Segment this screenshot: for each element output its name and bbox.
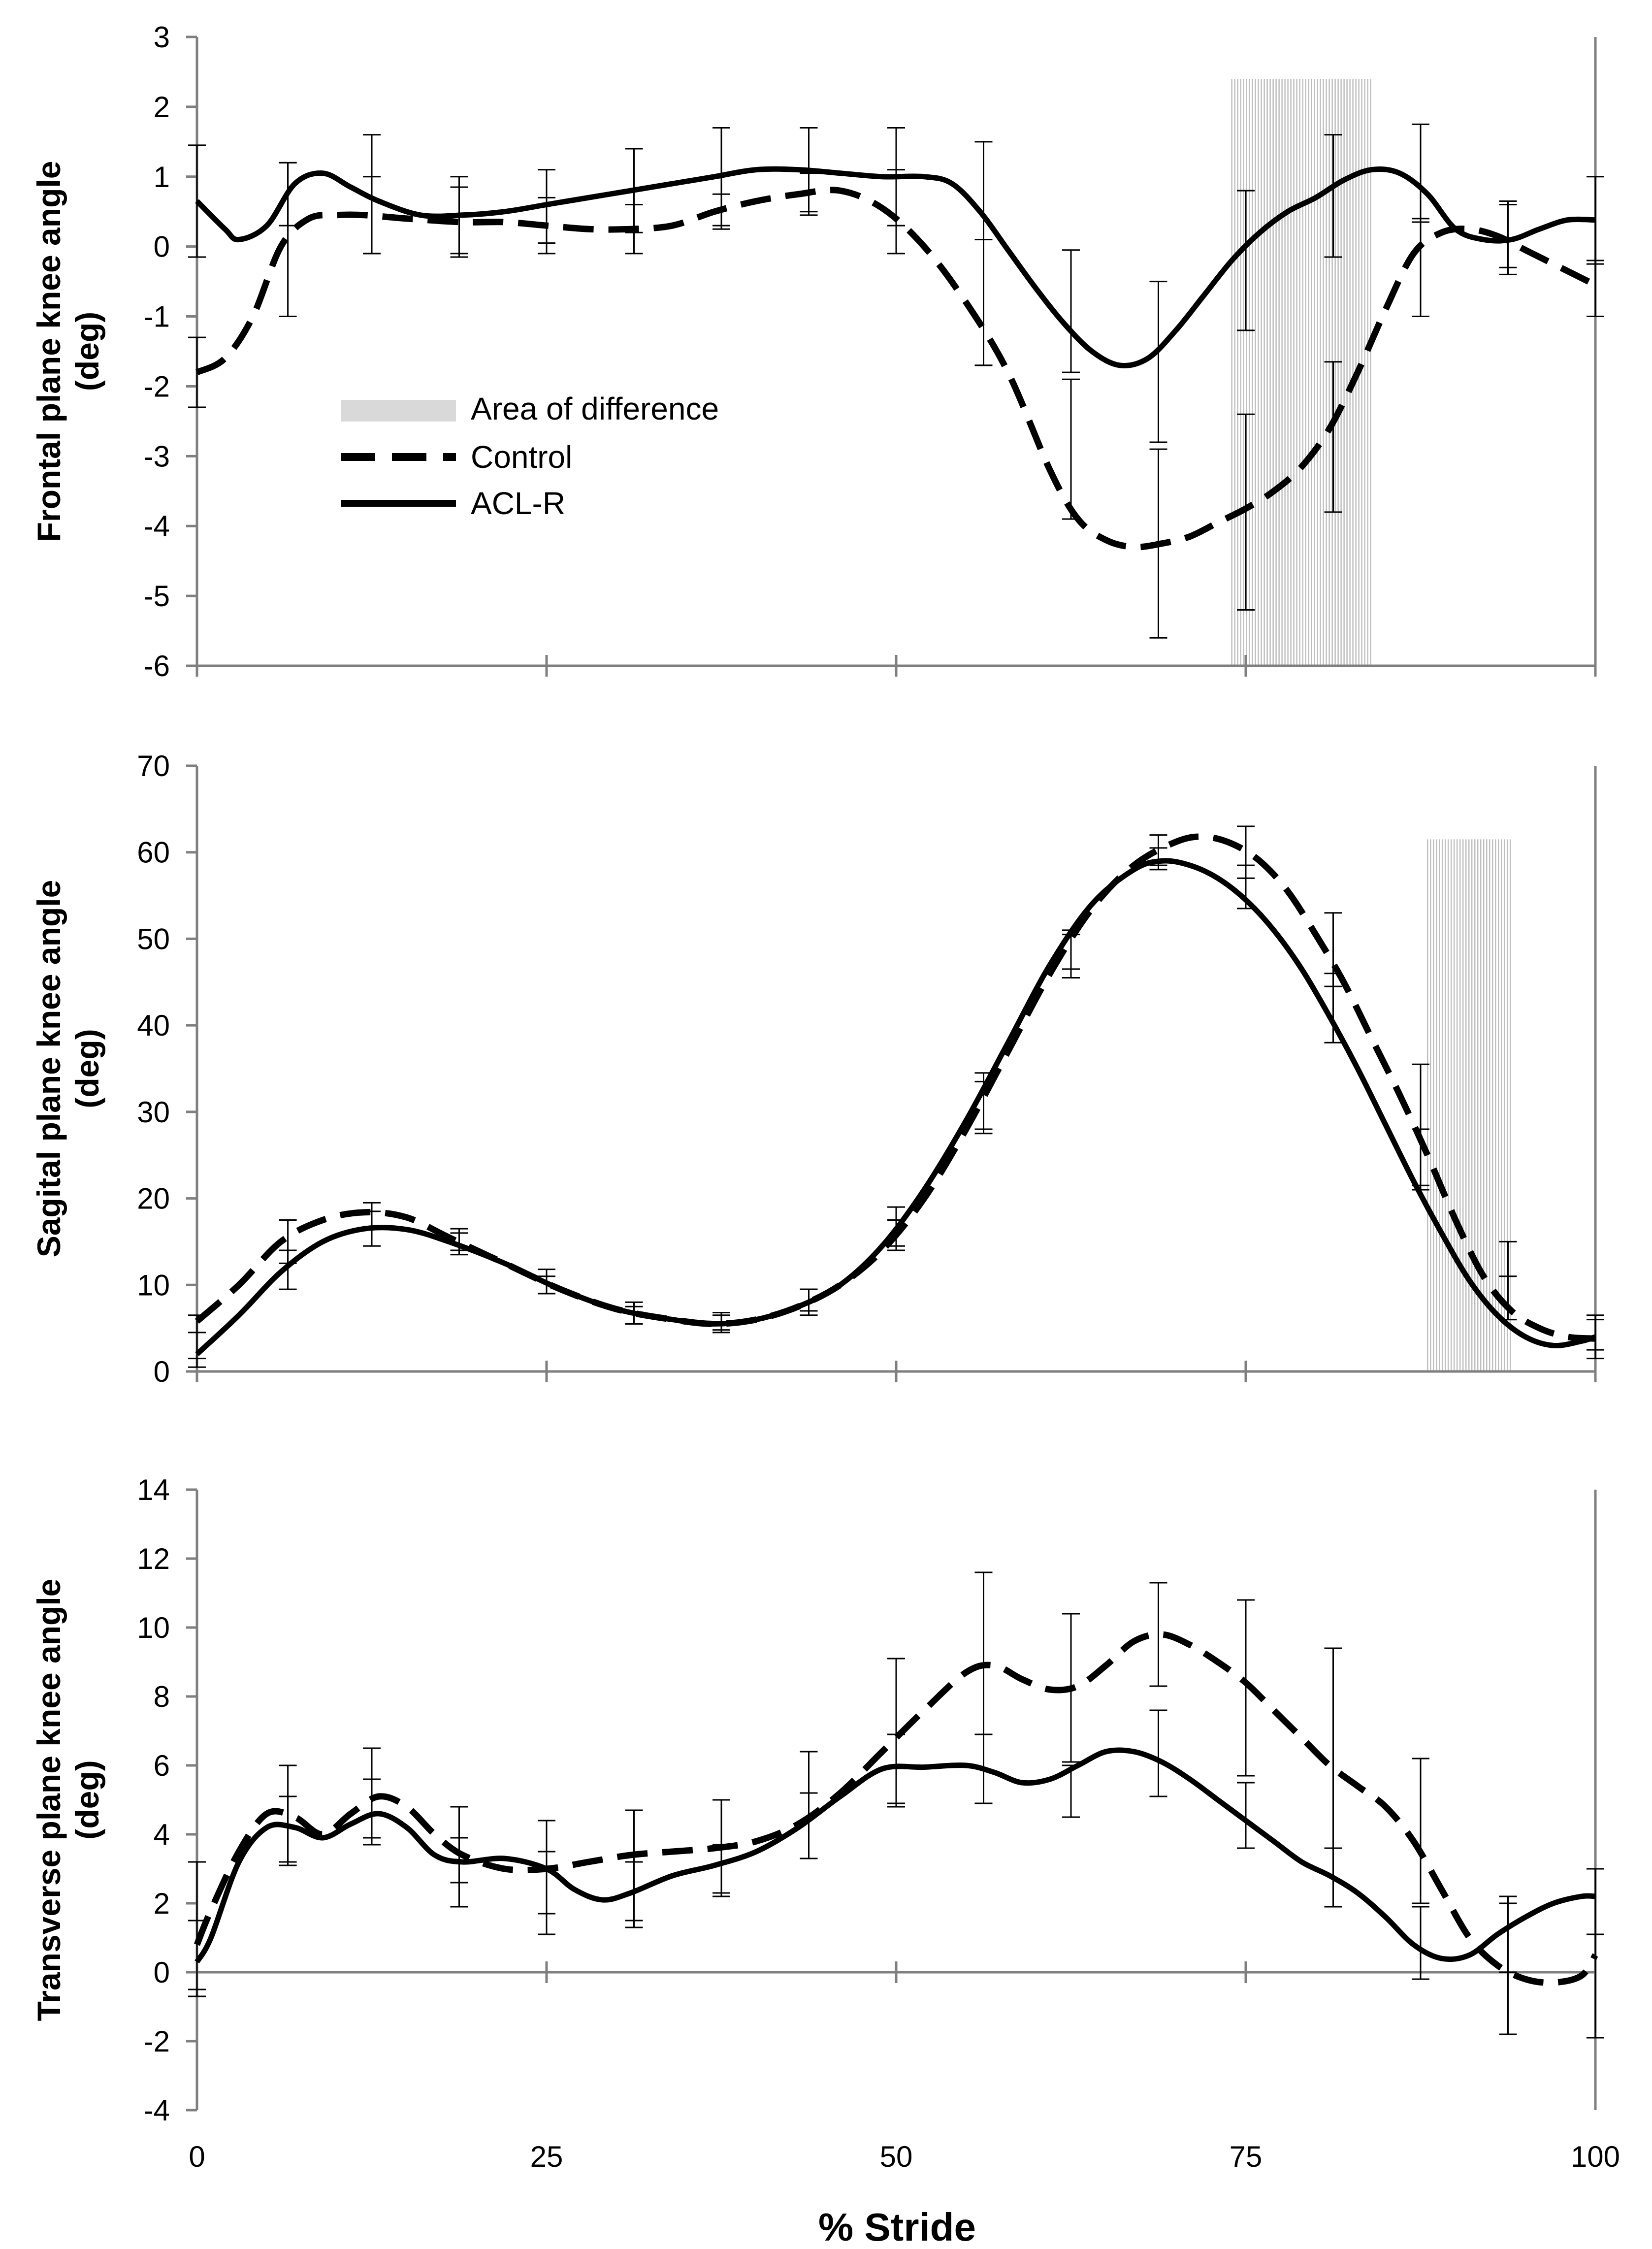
y-tick-label: -6 bbox=[144, 650, 170, 683]
y-tick-label: 10 bbox=[137, 1269, 170, 1302]
y-tick-label: -3 bbox=[144, 440, 170, 473]
y-axis-title-line: Transverse plane knee angle bbox=[31, 1579, 67, 2021]
legend-label-control: Control bbox=[471, 439, 572, 475]
y-tick-label: 20 bbox=[137, 1182, 170, 1215]
y-tick-label: -2 bbox=[144, 2025, 170, 2058]
series-line-aclr bbox=[194, 1747, 1596, 1963]
y-tick-label: 60 bbox=[137, 836, 170, 869]
y-tick-label: 50 bbox=[137, 922, 170, 955]
shaded-region-area-of-difference bbox=[1231, 79, 1371, 666]
x-tick-label: 25 bbox=[530, 2140, 563, 2173]
y-tick-label: 3 bbox=[154, 21, 170, 54]
y-axis-title-line: (deg) bbox=[69, 1760, 105, 1839]
x-axis-title: % Stride bbox=[818, 2205, 976, 2249]
y-tick-label: 14 bbox=[137, 1473, 170, 1506]
y-tick-label: 2 bbox=[154, 91, 170, 124]
series-line-control bbox=[195, 187, 1597, 551]
series-line-control bbox=[194, 1631, 1598, 1986]
y-tick-label: 10 bbox=[137, 1611, 170, 1644]
y-tick-label: 4 bbox=[154, 1818, 170, 1851]
legend-label-aclr: ACL-R bbox=[471, 486, 565, 521]
y-tick-label: -4 bbox=[144, 510, 170, 543]
y-axis-title-line: Sagital plane knee angle bbox=[31, 880, 67, 1258]
y-tick-label: -5 bbox=[144, 580, 170, 613]
error-bars-aclr bbox=[188, 847, 1604, 1368]
y-tick-label: 8 bbox=[154, 1680, 170, 1713]
y-tick-label: 0 bbox=[154, 230, 170, 263]
y-axis-title-line: Frontal plane knee angle bbox=[31, 161, 67, 542]
y-axis-title: Sagital plane knee angle(deg) bbox=[31, 880, 105, 1258]
y-tick-label: 6 bbox=[154, 1749, 170, 1782]
y-tick-label: 70 bbox=[137, 750, 170, 782]
series-line-aclr bbox=[195, 858, 1596, 1356]
series-line-aclr bbox=[195, 166, 1596, 368]
panel-frontal: 3 2 1 0 -1 -2 -3 -4 -5 -6 Frontal plane knee angle… bbox=[31, 21, 1604, 683]
panel-transverse: 14 12 10 8 6 4 2 0 -2 -4 0 25 50 75 100 Transverse plan… bbox=[31, 1473, 1620, 2173]
legend-shade-swatch bbox=[341, 400, 456, 422]
y-axis-title-line: (deg) bbox=[69, 1029, 105, 1108]
y-axis-title: Transverse plane knee angle(deg) bbox=[31, 1579, 105, 2021]
error-bars-control bbox=[188, 825, 1604, 1360]
x-tick-label: 0 bbox=[189, 2140, 205, 2173]
x-tick-label: 100 bbox=[1571, 2140, 1620, 2173]
y-tick-label: 40 bbox=[137, 1009, 170, 1042]
y-axis-title: Frontal plane knee angle(deg) bbox=[31, 161, 105, 542]
shaded-region-area-of-difference bbox=[1426, 839, 1511, 1371]
panel-sagittal: 70 60 50 40 30 20 10 0 Sagital plane knee angle(… bbox=[31, 750, 1604, 1388]
x-tick-label: 75 bbox=[1230, 2140, 1263, 2173]
legend-label-area: Area of difference bbox=[471, 391, 719, 426]
y-tick-label: -1 bbox=[144, 300, 170, 333]
y-axis-title-line: (deg) bbox=[69, 312, 105, 391]
y-tick-label: -2 bbox=[144, 370, 170, 403]
error-bars-aclr bbox=[188, 1709, 1604, 1997]
y-tick-label: 0 bbox=[154, 1355, 170, 1388]
y-tick-label: 30 bbox=[137, 1096, 170, 1129]
y-tick-label: 0 bbox=[154, 1956, 170, 1989]
legend: Area of difference Control ACL-R bbox=[341, 391, 719, 521]
y-tick-label: -4 bbox=[144, 2094, 170, 2127]
series-line-control bbox=[194, 833, 1596, 1342]
y-tick-label: 12 bbox=[137, 1542, 170, 1575]
y-tick-label: 1 bbox=[154, 161, 170, 194]
y-tick-label: 2 bbox=[154, 1887, 170, 1920]
x-tick-label: 50 bbox=[880, 2140, 913, 2173]
